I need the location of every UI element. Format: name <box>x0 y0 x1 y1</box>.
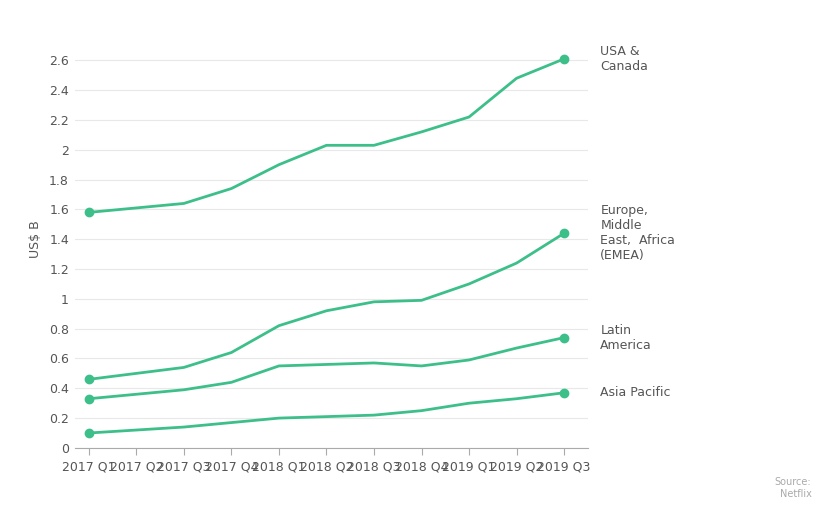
Y-axis label: US$ B: US$ B <box>29 220 42 258</box>
Text: Europe,
Middle
East,  Africa
(EMEA): Europe, Middle East, Africa (EMEA) <box>600 204 674 262</box>
Text: Source:
Netflix: Source: Netflix <box>774 477 810 499</box>
Text: USA &
Canada: USA & Canada <box>600 45 648 73</box>
Text: Asia Pacific: Asia Pacific <box>600 386 670 399</box>
Text: Latin
America: Latin America <box>600 324 652 352</box>
